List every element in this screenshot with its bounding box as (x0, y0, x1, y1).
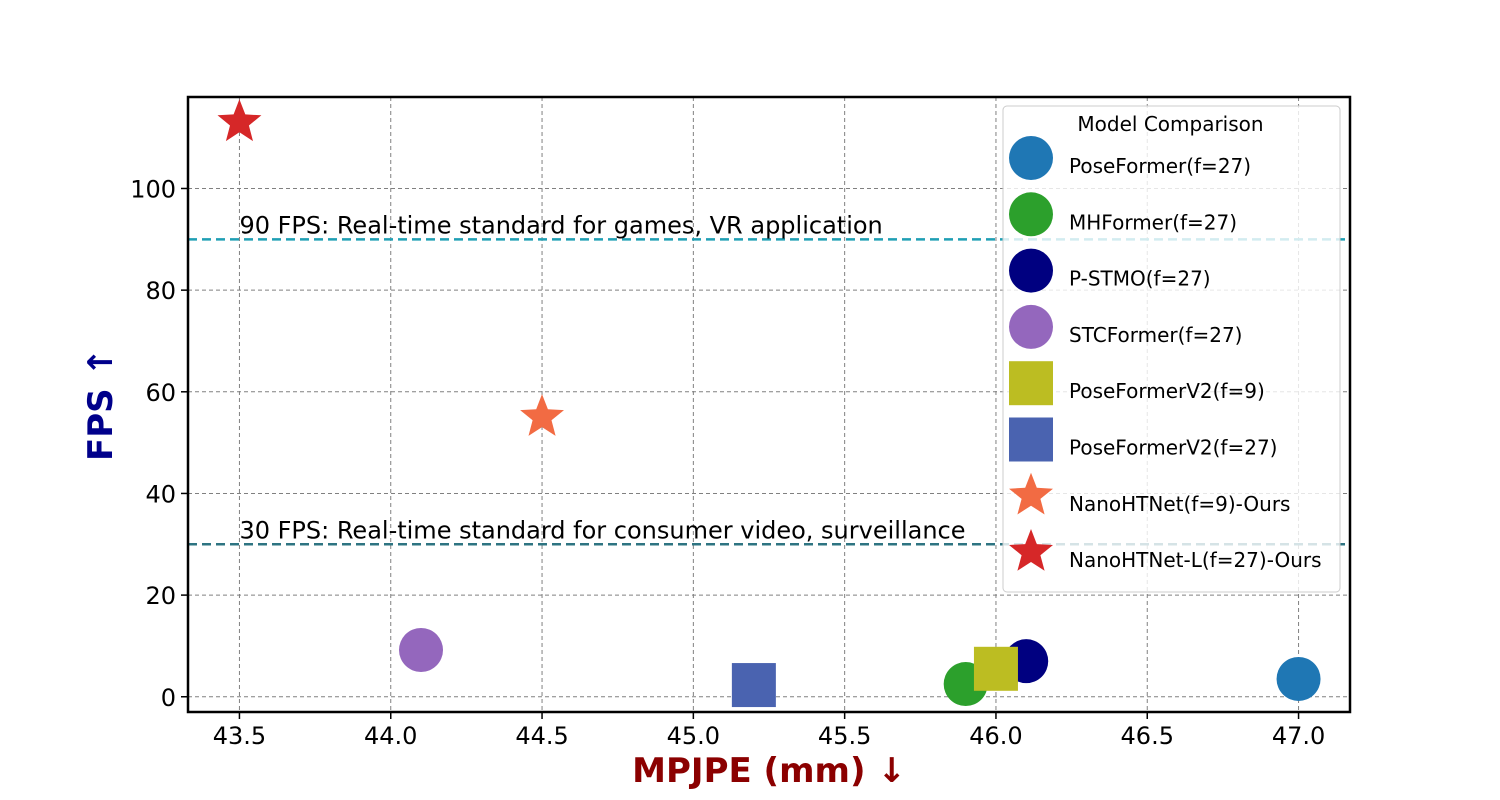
y-axis-label: FPS ↑ (81, 348, 121, 461)
reference-line-label-90fps: 90 FPS: Real-time standard for games, VR… (239, 211, 882, 239)
point-poseformerv2-f-9 (973, 646, 1018, 691)
legend-marker-nanohtnet-l-f-27-ours (1009, 529, 1053, 571)
y-tick-label: 60 (145, 379, 176, 407)
x-tick-label: 46.0 (969, 722, 1022, 750)
y-tick-label: 100 (130, 175, 176, 203)
legend-box (1002, 105, 1341, 593)
x-axis-label: MPJPE (mm) ↓ (632, 751, 906, 791)
data-points (217, 99, 1321, 708)
point-nanohtnet-l-f-27-ours (217, 99, 262, 142)
point-poseformer-f-27 (1276, 656, 1321, 701)
plot-frame (186, 95, 1352, 714)
legend-entry-nanohtnet-l-f-27-ours: NanoHTNet-L(f=27)-Ours (1069, 548, 1322, 572)
x-tick-label: 46.5 (1121, 722, 1174, 750)
legend-entry-poseformer-f-27: PoseFormer(f=27) (1069, 154, 1251, 178)
legend-marker-nanohtnet-f-9-ours (1009, 472, 1053, 515)
legend-entry-poseformerv2-f-27: PoseFormerV2(f=27) (1069, 436, 1277, 460)
legend-marker-poseformer-f-27 (1009, 136, 1053, 180)
legend-marker-poseformerv2-f-27 (1009, 417, 1053, 462)
point-stcformer-f-27 (399, 627, 444, 672)
legend-title: Model Comparison (1077, 112, 1263, 136)
y-tick-label: 20 (145, 582, 176, 610)
y-tick-label: 0 (161, 684, 176, 712)
reference-lines: 90 FPS: Real-time standard for games, VR… (188, 211, 1350, 546)
x-tick-label: 45.5 (818, 722, 871, 750)
axis-ticks: 43.5 44.0 44.5 45.0 45.5 46.0 46.5 47.0 0 20 40 60 8… (130, 175, 1325, 750)
legend-entry-poseformerv2-f-9: PoseFormerV2(f=9) (1069, 379, 1265, 403)
x-tick-label: 44.5 (515, 722, 568, 750)
x-tick-label: 44.0 (364, 722, 417, 750)
legend-marker-p-stmo-f-27 (1009, 248, 1053, 293)
x-tick-label: 43.5 (213, 722, 266, 750)
y-tick-label: 80 (145, 277, 176, 305)
point-nanohtnet-f-9-ours (520, 394, 564, 436)
legend-marker-stcformer-f-27 (1009, 304, 1053, 349)
x-tick-label: 45.0 (667, 722, 720, 750)
reference-line-label-30fps: 30 FPS: Real-time standard for consumer … (239, 516, 965, 544)
legend-marker-poseformerv2-f-9 (1009, 361, 1053, 406)
point-poseformerv2-f-27 (731, 663, 776, 708)
legend-entry-mhformer-f-27: MHFormer(f=27) (1069, 210, 1237, 234)
x-tick-label: 47.0 (1272, 722, 1325, 750)
legend-marker-mhformer-f-27 (1009, 192, 1053, 237)
legend-entry-stcformer-f-27: STCFormer(f=27) (1069, 323, 1242, 347)
y-tick-label: 40 (145, 480, 176, 508)
legend-entry-nanohtnet-f-9-ours: NanoHTNet(f=9)-Ours (1069, 492, 1290, 516)
legend-entry-p-stmo-f-27: P-STMO(f=27) (1069, 267, 1211, 291)
legend: Model Comparison PoseFormer(f=27) MHForme… (1002, 105, 1341, 593)
